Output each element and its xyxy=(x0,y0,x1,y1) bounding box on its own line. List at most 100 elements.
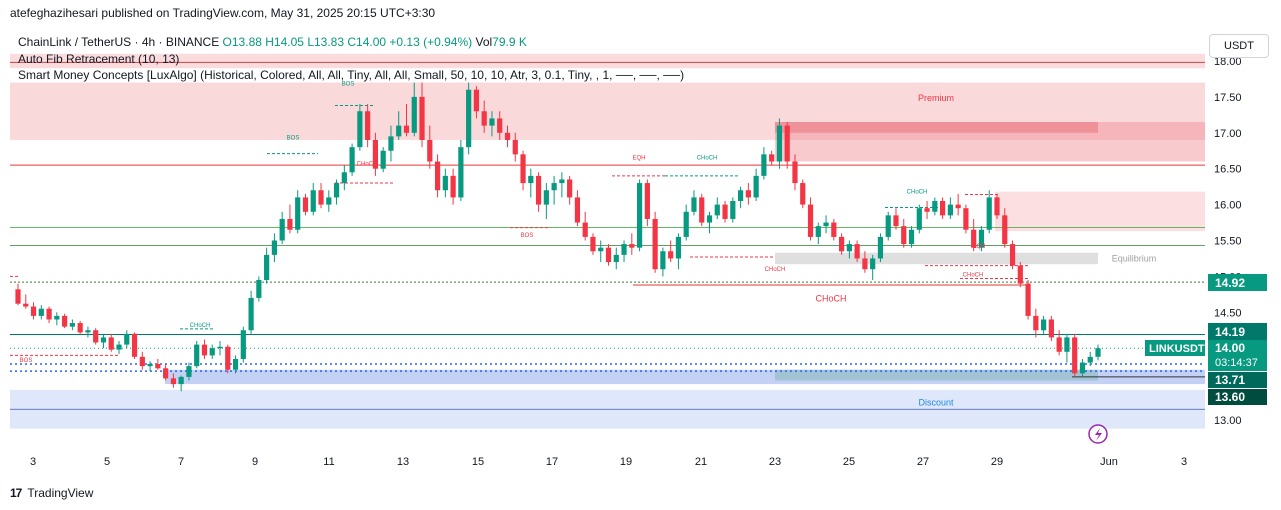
candle-body-62 xyxy=(497,118,503,133)
candle-body-46 xyxy=(372,139,379,169)
candle-body-114 xyxy=(901,226,907,245)
candle-body-118 xyxy=(932,201,938,212)
candle-body-23 xyxy=(194,344,200,367)
equilibrium-zone xyxy=(775,252,1098,265)
candle-body-41 xyxy=(333,183,340,198)
candle-body-74 xyxy=(590,236,596,252)
candle-body-20 xyxy=(170,378,176,385)
candle-body-37 xyxy=(302,197,309,212)
x-tick-12: 27 xyxy=(917,456,929,468)
candle-body-6 xyxy=(62,315,68,327)
candle-body-4 xyxy=(46,308,52,320)
currency-button[interactable]: USDT xyxy=(1209,34,1269,58)
structure-label-1: BOS xyxy=(287,135,300,141)
candle-body-70 xyxy=(559,179,565,184)
structure-label-3: EQH xyxy=(632,156,645,162)
candle-body-108 xyxy=(854,244,860,259)
y-tick-15.50: 15.50 xyxy=(1214,236,1242,248)
x-tick-4: 11 xyxy=(323,456,334,468)
candle-body-12 xyxy=(108,337,114,350)
y-tick-17.50: 17.50 xyxy=(1214,92,1242,104)
candle-body-0 xyxy=(15,289,21,304)
candle-body-130 xyxy=(1025,283,1031,316)
candle-body-31 xyxy=(256,279,262,298)
candle-body-135 xyxy=(1064,337,1070,352)
candle-body-109 xyxy=(862,258,868,270)
legend-symbol-row: ChainLink / TetherUS · 4h · BINANCE O13.… xyxy=(18,34,684,51)
candle-body-100 xyxy=(792,161,798,184)
candle-body-77 xyxy=(613,254,619,263)
candle-body-34 xyxy=(279,218,285,241)
x-tick-1: 5 xyxy=(104,456,110,468)
volume-value: 79.9 K xyxy=(492,35,527,49)
x-tick-3: 9 xyxy=(252,456,258,468)
candle-body-92 xyxy=(730,201,736,219)
candle-body-25 xyxy=(209,348,215,356)
supply-zone xyxy=(995,191,1205,232)
candle-body-66 xyxy=(528,175,534,184)
candle-body-88 xyxy=(699,197,705,223)
candle-body-91 xyxy=(722,204,728,219)
candle-body-48 xyxy=(388,136,394,151)
candle-body-19 xyxy=(163,368,169,379)
candle-body-96 xyxy=(761,154,767,176)
x-tick-2: 7 xyxy=(178,456,184,468)
indicator-smc[interactable]: Smart Money Concepts [LuxAlgo] (Historic… xyxy=(18,68,685,82)
candle-body-137 xyxy=(1079,362,1086,374)
price-box-current xyxy=(1208,340,1267,371)
y-tick-18.00: 18.00 xyxy=(1214,56,1242,68)
candle-body-134 xyxy=(1056,337,1062,352)
candle-body-68 xyxy=(543,190,549,205)
candle-body-131 xyxy=(1033,315,1039,331)
structure-label-5: BOS xyxy=(521,233,534,239)
candle-body-63 xyxy=(504,132,511,140)
candle-body-11 xyxy=(100,337,107,343)
candle-body-51 xyxy=(411,96,417,133)
candle-body-79 xyxy=(629,244,635,248)
candle-body-45 xyxy=(365,111,371,140)
symbol-name[interactable]: ChainLink / TetherUS · 4h · BINANCE xyxy=(18,35,220,49)
candle-body-53 xyxy=(427,139,433,162)
candle-body-26 xyxy=(217,346,223,349)
price-label-current: 14.00 xyxy=(1215,341,1245,355)
brand-name: TradingView xyxy=(27,486,94,500)
premium-zone-top xyxy=(10,53,1205,69)
candle-body-72 xyxy=(574,197,581,223)
x-tick-15: 3 xyxy=(1181,456,1187,468)
high-value: H14.05 xyxy=(265,35,304,49)
ticker-label: LINKUSDT xyxy=(1149,343,1205,355)
candle-body-124 xyxy=(978,229,985,248)
price-label-1419: 14.19 xyxy=(1215,325,1245,339)
candle-body-75 xyxy=(598,247,604,252)
candle-body-35 xyxy=(287,218,293,230)
candle-body-81 xyxy=(644,183,650,219)
tradingview-logo-icon: 17 xyxy=(10,486,22,500)
indicator-fib[interactable]: Auto Fib Retracement (10, 13) xyxy=(18,51,180,66)
candle-body-110 xyxy=(870,258,876,270)
candle-body-5 xyxy=(54,315,60,320)
candle-body-111 xyxy=(877,236,884,259)
candle-body-129 xyxy=(1017,265,1023,284)
candle-body-116 xyxy=(916,208,922,230)
candle-body-136 xyxy=(1072,337,1078,374)
candle-body-17 xyxy=(147,363,153,367)
candle-body-69 xyxy=(551,183,557,191)
x-tick-11: 25 xyxy=(843,456,855,468)
candle-body-128 xyxy=(1009,244,1016,266)
candle-body-57 xyxy=(458,147,464,198)
candle-body-15 xyxy=(131,333,138,357)
low-value: L13.83 xyxy=(307,35,345,49)
candle-body-67 xyxy=(535,175,542,205)
candle-body-44 xyxy=(357,111,363,148)
candle-body-3 xyxy=(38,308,44,316)
premium-block-inner xyxy=(775,122,1098,133)
y-tick-17.00: 17.00 xyxy=(1214,128,1242,140)
candle-body-121 xyxy=(955,204,961,209)
candle-body-22 xyxy=(186,366,192,377)
candle-body-47 xyxy=(380,150,386,169)
ticker-box xyxy=(1145,340,1205,356)
candle-body-80 xyxy=(636,183,643,248)
candle-body-50 xyxy=(403,125,410,133)
y-tick-16.50: 16.50 xyxy=(1214,164,1242,176)
